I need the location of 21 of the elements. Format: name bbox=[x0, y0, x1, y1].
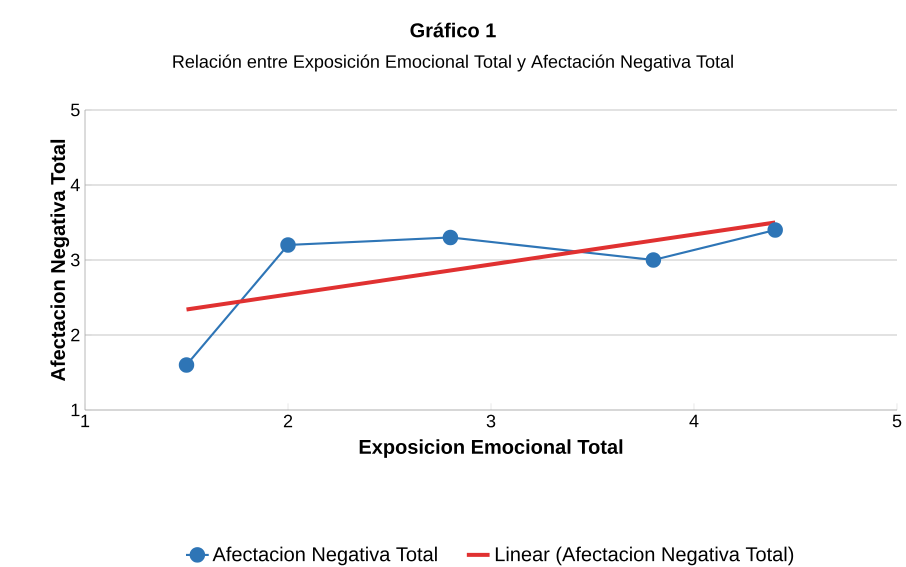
y-tick-label: 1 bbox=[72, 404, 80, 416]
y-axis-title: Afectacion Negativa Total bbox=[50, 140, 70, 381]
point bbox=[442, 230, 458, 246]
y-tick-label: 3 bbox=[70, 254, 80, 266]
x-tick-label: 4 bbox=[689, 414, 698, 428]
legend-label: Afectacion Negativa Total bbox=[212, 546, 437, 566]
chart-title: Gráfico 1 bbox=[410, 22, 496, 38]
chart-subtitle: Relación entre Exposición Emocional Total y Afectación Negativa Total bbox=[173, 54, 733, 72]
legend-label: Linear (Afectacion Negativa Total) bbox=[496, 546, 794, 566]
x-tick-label: 5 bbox=[892, 414, 902, 428]
y-tick-label: 5 bbox=[71, 104, 80, 116]
y-tick-label: 4 bbox=[70, 178, 80, 192]
point bbox=[646, 252, 662, 268]
x-tick-label: 3 bbox=[486, 414, 496, 428]
point bbox=[178, 357, 194, 373]
point bbox=[280, 237, 296, 253]
x-axis-title: Exposicion Emocional Total bbox=[360, 439, 622, 458]
point bbox=[767, 222, 783, 238]
x-tick-label: 1 bbox=[81, 414, 90, 428]
x-tick-label: 2 bbox=[284, 414, 292, 428]
y-tick-label: 2 bbox=[71, 328, 80, 342]
